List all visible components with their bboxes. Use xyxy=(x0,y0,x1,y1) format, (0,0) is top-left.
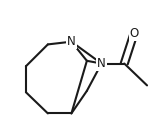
Text: O: O xyxy=(129,27,139,40)
Text: N: N xyxy=(67,35,76,48)
Text: N: N xyxy=(97,57,106,70)
